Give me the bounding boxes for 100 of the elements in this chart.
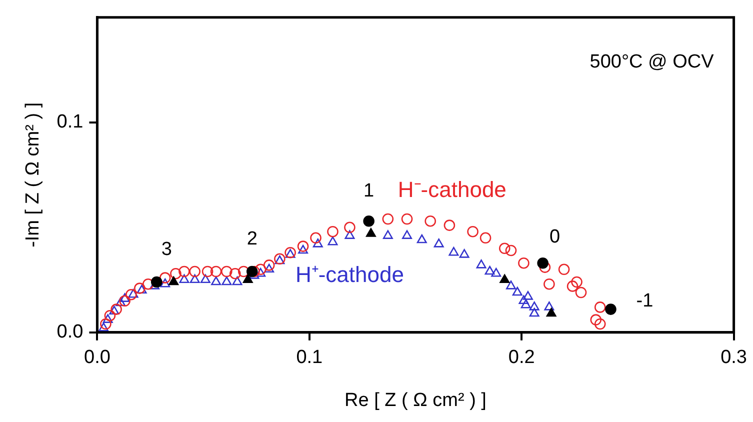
point [189, 266, 200, 278]
point [402, 230, 412, 239]
point [575, 286, 587, 298]
point [263, 260, 275, 271]
point [566, 280, 578, 292]
point [238, 266, 250, 278]
point [382, 213, 394, 225]
point [363, 215, 374, 227]
point [200, 274, 210, 284]
point [366, 228, 376, 237]
point [344, 222, 356, 234]
point [256, 268, 266, 277]
point [210, 266, 222, 278]
point [344, 230, 355, 239]
point [170, 268, 182, 280]
point [594, 302, 606, 313]
point [529, 308, 540, 317]
annotation: 0 [550, 226, 560, 248]
point [571, 276, 582, 288]
point [500, 274, 510, 284]
point [229, 268, 241, 280]
point [168, 276, 179, 286]
point [505, 244, 517, 256]
point [102, 314, 113, 323]
point [529, 302, 540, 310]
point [264, 264, 274, 273]
x-tick-label: 0.1 [296, 347, 323, 368]
point [128, 288, 138, 298]
point [558, 264, 570, 276]
point [126, 288, 137, 300]
point [222, 276, 232, 286]
point [100, 318, 112, 330]
point [539, 262, 551, 273]
x-tick-label: 0.0 [84, 347, 110, 368]
point [546, 308, 556, 317]
point [594, 318, 606, 330]
point [116, 297, 126, 306]
point [142, 278, 154, 290]
point [119, 295, 130, 307]
point [401, 213, 413, 225]
point [104, 310, 116, 322]
point [109, 306, 120, 315]
annotation: 1 [364, 180, 374, 202]
point [211, 276, 222, 286]
point [491, 268, 502, 277]
point [416, 234, 427, 244]
point [285, 249, 296, 258]
point [246, 266, 258, 278]
point [506, 280, 516, 290]
point [448, 246, 459, 256]
point [498, 242, 510, 254]
point [221, 266, 232, 278]
point [590, 314, 602, 326]
point [480, 232, 492, 244]
point [178, 266, 190, 278]
y-axis-title: -Im [ Z ( Ω cm² ) ] [22, 102, 44, 248]
series-label: H⁺-cathode [295, 262, 404, 287]
point [297, 240, 309, 252]
point [310, 232, 322, 244]
point [327, 226, 338, 238]
annotation: 500°C @ OCV [590, 52, 714, 73]
point [434, 238, 444, 248]
point [520, 299, 531, 308]
point [242, 274, 253, 284]
point [254, 264, 266, 276]
point [382, 230, 393, 239]
point [522, 291, 533, 300]
annotation: -1 [636, 290, 654, 312]
x-tick-label: 0.3 [720, 347, 748, 368]
point [136, 284, 147, 294]
point [476, 260, 486, 268]
x-tick-label: 0.2 [508, 347, 535, 368]
point [202, 266, 214, 278]
point [312, 238, 323, 248]
point [150, 276, 162, 288]
point [467, 226, 478, 238]
point [512, 286, 522, 296]
point [159, 272, 171, 284]
point [484, 266, 495, 275]
point [459, 249, 470, 258]
point [444, 220, 456, 231]
point [98, 322, 109, 332]
point [190, 274, 200, 284]
point [544, 302, 554, 310]
point [120, 293, 130, 302]
point [160, 278, 170, 288]
point [424, 215, 436, 227]
point [328, 236, 338, 246]
point [537, 257, 548, 269]
point [605, 304, 616, 315]
point [179, 274, 190, 284]
annotation: 3 [161, 239, 172, 260]
point [518, 257, 530, 269]
point [518, 295, 529, 304]
point [544, 278, 555, 290]
series-label: H⁻-cathode [398, 177, 506, 202]
x-axis-title: Re [ Z ( Ω cm² ) ] [344, 390, 486, 411]
point [232, 276, 242, 286]
annotation: 2 [246, 228, 258, 250]
point [298, 244, 308, 254]
